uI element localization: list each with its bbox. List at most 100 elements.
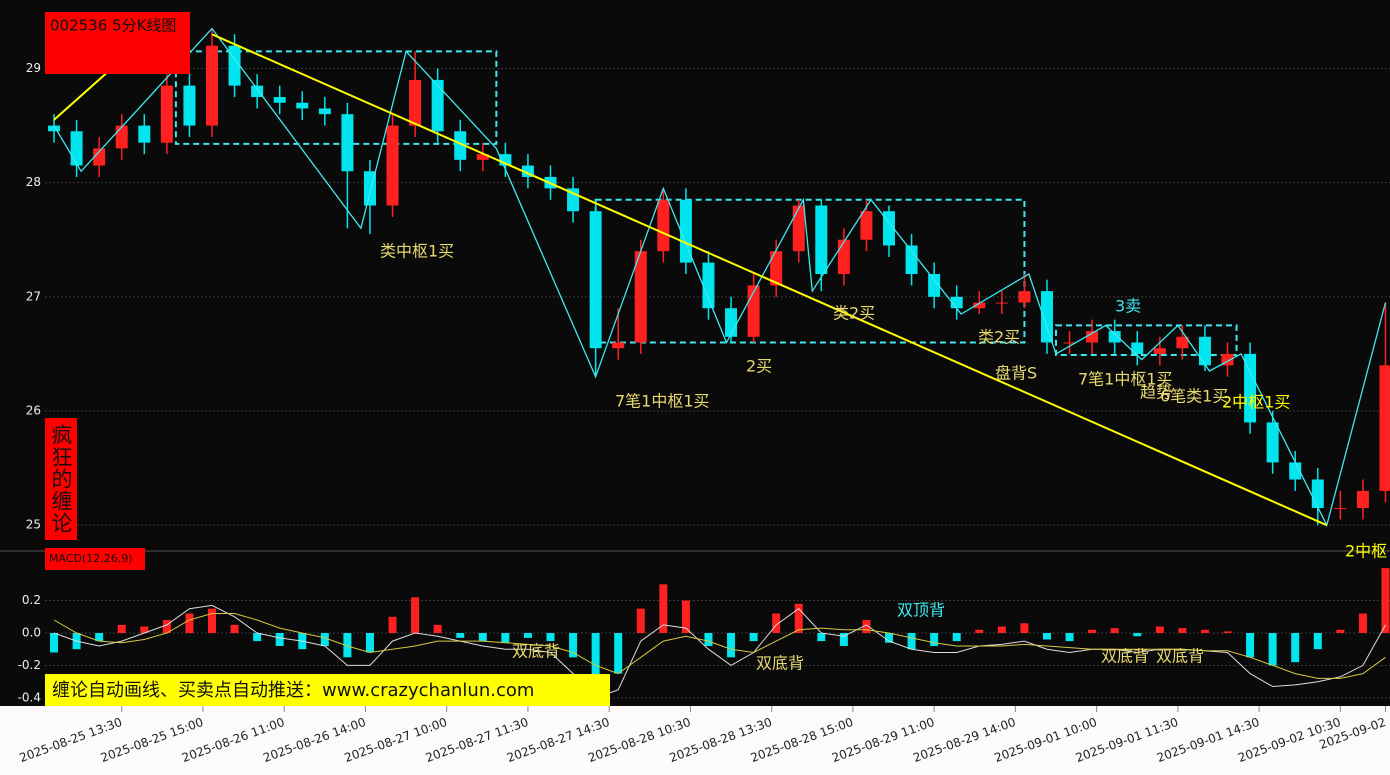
macd-bar bbox=[1268, 633, 1277, 666]
macd-bar bbox=[862, 620, 871, 633]
candle-body bbox=[905, 245, 918, 274]
candle-body bbox=[928, 274, 941, 297]
title-box bbox=[45, 12, 190, 74]
candle-body bbox=[205, 45, 218, 126]
candle-body bbox=[318, 108, 331, 115]
candle-body bbox=[93, 148, 106, 166]
macd-bar bbox=[591, 633, 600, 682]
macd-bar bbox=[614, 633, 623, 674]
annotation: 类2买 bbox=[833, 304, 875, 323]
macd-bar bbox=[704, 633, 713, 646]
macd-bar bbox=[411, 597, 420, 633]
macd-bar bbox=[207, 608, 216, 633]
candle-body bbox=[995, 302, 1008, 304]
stroke-line bbox=[53, 27, 1387, 528]
candle-body bbox=[815, 205, 828, 274]
macd-bar bbox=[952, 633, 961, 642]
candle-body bbox=[431, 79, 444, 132]
pivot-zone bbox=[174, 50, 498, 145]
candle-body bbox=[341, 114, 354, 172]
macd-bar bbox=[117, 624, 126, 633]
annotation: 7笔1中枢1买 bbox=[1078, 370, 1173, 389]
annotation: 3卖 bbox=[1115, 297, 1141, 316]
macd-bar bbox=[1291, 633, 1300, 663]
macd-bar bbox=[546, 633, 555, 642]
candle-body bbox=[1086, 331, 1099, 343]
macd-bar bbox=[772, 613, 781, 633]
y-tick-label: 26 bbox=[26, 404, 41, 418]
macd-bar bbox=[930, 633, 939, 646]
candle-body bbox=[1266, 422, 1279, 463]
banner-box bbox=[45, 674, 610, 706]
candle-body bbox=[70, 131, 83, 166]
candle-body bbox=[296, 102, 309, 109]
macd-bar bbox=[907, 633, 916, 650]
macd-bar bbox=[230, 624, 239, 633]
annotation: 趋势 bbox=[1140, 383, 1172, 402]
candle-body bbox=[1311, 479, 1324, 509]
macd-bar bbox=[1065, 633, 1074, 642]
macd-bar bbox=[794, 603, 803, 633]
annotation: 7笔1中枢1买 bbox=[615, 392, 710, 411]
macd-bar bbox=[1178, 628, 1187, 633]
annotation: 双底背 bbox=[756, 654, 804, 673]
macd-bar bbox=[839, 633, 848, 646]
candle-body bbox=[521, 165, 534, 177]
macd-bar bbox=[1133, 633, 1142, 637]
macd-bar bbox=[1155, 626, 1164, 633]
annotation: 6笔类1买 bbox=[1160, 387, 1228, 406]
macd-bar bbox=[885, 633, 894, 643]
candle-body bbox=[1176, 336, 1189, 349]
macd-line bbox=[53, 613, 1386, 679]
candle-body bbox=[454, 131, 467, 160]
macd-bar bbox=[1381, 568, 1390, 633]
candle-body bbox=[1040, 291, 1053, 343]
macd-bar bbox=[1200, 629, 1209, 633]
candle-body bbox=[973, 302, 986, 309]
macd-bar bbox=[1336, 629, 1345, 633]
macd-bar bbox=[343, 633, 352, 658]
y-tick-label: -0.4 bbox=[18, 690, 41, 704]
macd-bar bbox=[501, 633, 510, 643]
candle-body bbox=[476, 154, 489, 160]
macd-bar bbox=[185, 613, 194, 633]
macd-bar bbox=[1223, 631, 1232, 633]
macd-bar bbox=[95, 633, 104, 642]
candle-body bbox=[634, 251, 647, 343]
annotation: 双底背 bbox=[1156, 647, 1204, 666]
macd-bar bbox=[1110, 628, 1119, 633]
annotation: 双底背 bbox=[1101, 647, 1149, 666]
candle-body bbox=[1063, 342, 1076, 344]
candle-body bbox=[1244, 353, 1257, 423]
candle-body bbox=[1334, 508, 1347, 510]
macd-bar bbox=[659, 584, 668, 633]
y-tick-label: 0.2 bbox=[22, 593, 41, 607]
candle-body bbox=[792, 205, 805, 252]
candle-body bbox=[138, 125, 151, 143]
macd-bar bbox=[681, 600, 690, 633]
candle-body bbox=[1131, 342, 1144, 354]
macd-label-box bbox=[45, 548, 145, 570]
candle-body bbox=[679, 199, 692, 263]
candle-body bbox=[115, 125, 128, 149]
candle-body bbox=[228, 45, 241, 86]
y-tick-label: 0.0 bbox=[22, 626, 41, 640]
macd-bar bbox=[523, 633, 532, 638]
macd-bar bbox=[1358, 613, 1367, 633]
candle-body bbox=[1379, 365, 1390, 491]
annotation: 双顶背 bbox=[897, 601, 945, 620]
candle-body bbox=[1153, 348, 1166, 354]
macd-bar bbox=[1020, 623, 1029, 633]
candle-body bbox=[386, 125, 399, 206]
y-tick-label: 25 bbox=[26, 518, 41, 532]
banner: 缠论自动画线、买卖点自动推送：www.crazychanlun.com bbox=[52, 680, 534, 701]
macd-bar bbox=[997, 626, 1006, 633]
y-tick-label: 28 bbox=[26, 175, 41, 189]
annotation: 类2买 bbox=[978, 328, 1020, 347]
candle-body bbox=[950, 296, 963, 309]
annotation: 2中枢1买 bbox=[1222, 393, 1290, 412]
candle-body bbox=[273, 97, 286, 103]
candle-body bbox=[251, 85, 264, 98]
